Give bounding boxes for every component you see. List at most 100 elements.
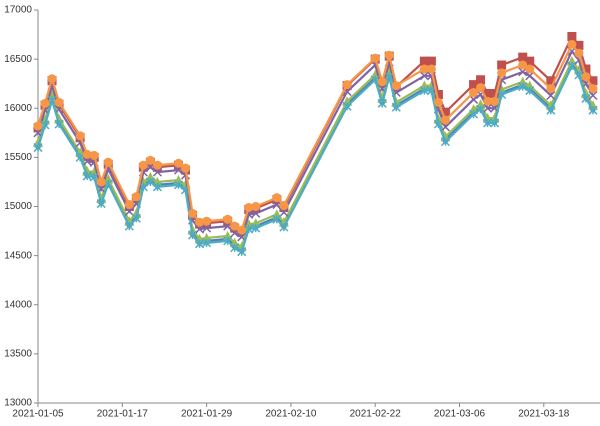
- marker: [391, 81, 401, 91]
- marker: [490, 118, 500, 128]
- y-tick-label: 14000: [4, 299, 32, 310]
- x-tick-label: 2021-01-29: [181, 409, 233, 420]
- marker: [89, 172, 99, 182]
- marker: [342, 80, 352, 90]
- marker: [426, 64, 436, 74]
- marker: [188, 208, 198, 218]
- marker: [546, 105, 556, 115]
- marker: [195, 224, 205, 234]
- marker: [131, 192, 141, 202]
- marker: [202, 238, 212, 248]
- marker: [426, 86, 436, 96]
- marker: [124, 200, 134, 210]
- marker: [244, 224, 254, 234]
- marker: [223, 214, 233, 224]
- marker: [469, 94, 479, 104]
- marker: [181, 163, 191, 173]
- marker: [173, 158, 184, 168]
- marker: [377, 98, 387, 108]
- marker: [145, 177, 155, 187]
- marker: [251, 223, 261, 233]
- marker: [272, 214, 282, 224]
- marker: [525, 64, 535, 74]
- marker: [96, 199, 106, 209]
- marker: [419, 71, 429, 81]
- marker: [202, 216, 212, 226]
- marker: [124, 206, 134, 216]
- marker: [33, 143, 43, 153]
- marker: [476, 75, 486, 85]
- marker: [195, 239, 205, 249]
- marker: [138, 160, 148, 170]
- y-tick-label: 13500: [4, 349, 32, 360]
- marker: [426, 56, 436, 66]
- marker: [279, 201, 289, 211]
- marker: [588, 105, 598, 115]
- marker: [391, 102, 401, 112]
- marker: [483, 103, 493, 113]
- marker: [251, 202, 261, 211]
- marker: [384, 72, 394, 82]
- marker: [152, 182, 162, 192]
- marker: [251, 208, 261, 218]
- marker: [546, 84, 556, 94]
- marker: [152, 167, 162, 177]
- marker: [188, 230, 198, 240]
- series-line: [36, 42, 594, 232]
- marker: [230, 243, 240, 253]
- marker: [103, 157, 113, 167]
- marker: [342, 101, 352, 111]
- marker: [490, 96, 500, 106]
- marker: [574, 48, 584, 58]
- y-tick-label: 15000: [4, 201, 32, 212]
- marker: [469, 109, 479, 119]
- marker: [279, 222, 289, 232]
- marker: [588, 84, 598, 94]
- marker: [525, 86, 535, 96]
- marker: [279, 207, 289, 217]
- marker: [433, 119, 443, 129]
- marker: [476, 104, 486, 114]
- marker: [40, 120, 50, 130]
- marker: [525, 71, 535, 81]
- marker: [82, 171, 92, 181]
- marker: [419, 86, 429, 96]
- marker: [124, 221, 134, 231]
- marker: [237, 247, 247, 257]
- marker: [131, 213, 141, 223]
- marker: [497, 60, 507, 70]
- marker: [384, 50, 394, 60]
- marker: [433, 97, 443, 107]
- marker: [96, 177, 106, 187]
- y-tick-label: 17000: [4, 5, 32, 16]
- marker: [518, 60, 528, 70]
- marker: [40, 98, 50, 108]
- y-tick-label: 13000: [4, 398, 32, 409]
- marker: [370, 53, 380, 63]
- y-tick-label: 15500: [4, 152, 32, 163]
- marker: [581, 72, 591, 82]
- x-tick-label: 2021-02-10: [265, 409, 317, 420]
- marker: [54, 119, 64, 129]
- marker: [377, 77, 387, 87]
- marker: [223, 236, 233, 246]
- marker: [145, 155, 155, 165]
- marker: [497, 68, 507, 78]
- marker: [33, 121, 43, 131]
- marker: [272, 193, 282, 203]
- marker: [567, 32, 577, 42]
- marker: [483, 118, 493, 128]
- marker: [588, 90, 598, 101]
- marker: [440, 115, 450, 125]
- series-line: [36, 63, 594, 254]
- marker: [82, 156, 92, 166]
- marker: [546, 90, 556, 101]
- marker: [202, 223, 212, 233]
- x-tick-label: 2021-03-06: [434, 409, 486, 420]
- marker: [440, 137, 450, 147]
- y-tick-label: 16500: [4, 54, 32, 65]
- marker: [469, 88, 479, 98]
- marker: [75, 131, 85, 141]
